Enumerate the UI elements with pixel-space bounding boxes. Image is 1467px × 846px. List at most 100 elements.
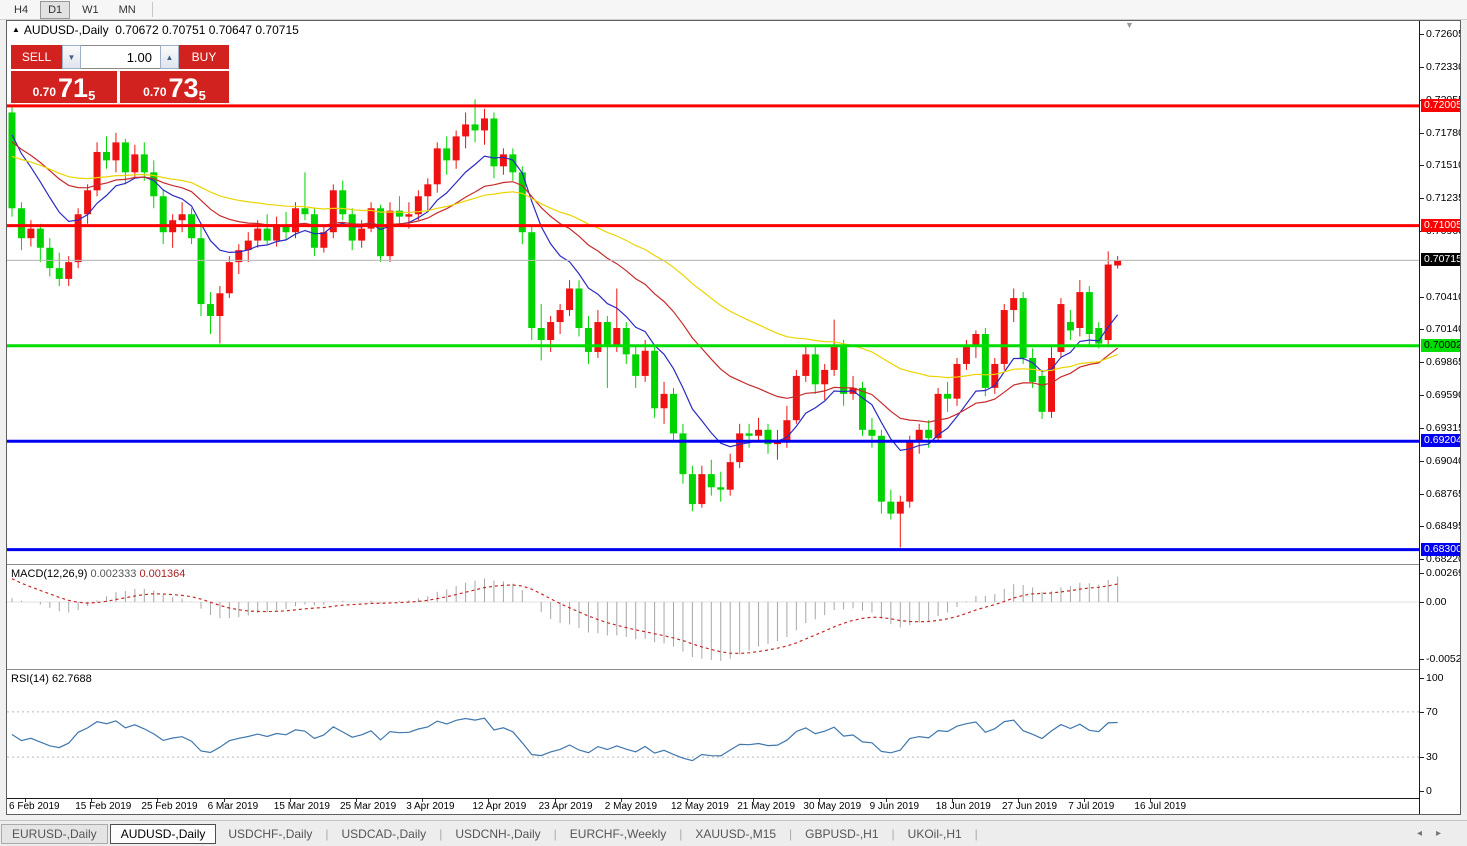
chart-tab-usdcad[interactable]: USDCAD-,Daily	[341, 826, 427, 841]
moving-average-line	[11, 134, 1119, 452]
price-badge: 0.69204	[1421, 434, 1460, 448]
candle-body	[651, 350, 659, 409]
volume-input[interactable]	[81, 45, 160, 69]
chart-tab-usdcnh[interactable]: USDCNH-,Daily	[455, 826, 541, 841]
price-tick: 0.72330	[1426, 60, 1461, 73]
timeframe-toolbar: H4 D1 W1 MN	[0, 0, 1467, 20]
price-chart-canvas[interactable]	[7, 21, 1419, 564]
rsi-tick: 0	[1426, 785, 1432, 797]
macd-canvas[interactable]	[7, 566, 1419, 669]
date-label: 25 Mar 2019	[340, 801, 397, 812]
price-tick: 0.69040	[1426, 454, 1461, 467]
price-badge: 0.68300	[1421, 542, 1460, 556]
panel-collapse-icon[interactable]: ▼	[1125, 20, 1134, 30]
sell-price-display[interactable]: 0.70 71 5	[11, 71, 117, 103]
candle-body	[556, 310, 564, 323]
chart-tab-xauusd[interactable]: XAUUSD-,M15	[695, 826, 777, 841]
price-tick: 0.68220	[1426, 553, 1461, 566]
candle-body	[868, 429, 876, 436]
candle-body	[84, 190, 92, 215]
candle-body	[717, 487, 725, 490]
candle-body	[358, 228, 366, 241]
rsi-tick: 30	[1426, 751, 1438, 764]
tab-scroll-left-icon[interactable]: ◂	[1416, 828, 1422, 839]
price-tick: 0.70410	[1426, 290, 1461, 303]
candle-body	[292, 208, 299, 233]
candle-body	[103, 151, 110, 161]
volume-increase-button[interactable]: ▲	[160, 45, 179, 69]
tab-scroll-right-icon[interactable]: ▸	[1435, 828, 1441, 839]
date-label: 30 May 2019	[803, 801, 862, 812]
time-axis[interactable]: 6 Feb 2019 15 Feb 2019 25 Feb 2019 6 Mar 20…	[7, 798, 1419, 814]
candle-body	[254, 228, 262, 241]
candle-body	[329, 190, 337, 233]
sell-button[interactable]: SELL	[11, 45, 62, 69]
candle-body	[443, 148, 451, 161]
candle-body	[159, 196, 167, 233]
chart-tab-gbpusd[interactable]: GBPUSD-,H1	[805, 826, 879, 841]
candle-body	[925, 429, 933, 439]
chart-tab-audusd[interactable]: AUDUSD-,Daily	[109, 823, 217, 844]
chart-tab-eurchf[interactable]: EURCHF-,Weekly	[569, 826, 667, 841]
chart-ohlc: 0.70672 0.70751 0.70647 0.70715	[115, 23, 299, 37]
volume-decrease-button[interactable]: ▼	[62, 45, 81, 69]
price-tick: 0.72605	[1426, 28, 1461, 40]
price-axis[interactable]: 0.726050.723300.720550.717800.715100.712…	[1419, 21, 1461, 814]
date-label: 15 Mar 2019	[273, 801, 330, 812]
candle-body	[1048, 357, 1055, 412]
buy-button[interactable]: BUY	[179, 45, 229, 69]
candle-body	[471, 124, 479, 131]
candle-body	[518, 172, 526, 233]
date-label: 25 Feb 2019	[141, 801, 198, 812]
candle-body	[490, 118, 498, 167]
candle-body	[688, 474, 696, 505]
candle-body	[859, 387, 866, 430]
pane-splitter-macd[interactable]	[7, 564, 1419, 567]
tab-separator: |	[439, 826, 443, 841]
candle-body	[934, 393, 942, 439]
candle-body	[1010, 298, 1018, 311]
candle-body	[1000, 310, 1008, 364]
price-tick: 0.68765	[1426, 487, 1461, 500]
tab-separator: |	[891, 826, 895, 841]
date-label: 2 May 2019	[604, 801, 658, 812]
chart-tab-ukoil[interactable]: UKOil-,H1	[907, 826, 962, 841]
candle-body	[632, 354, 640, 376]
candle-body	[1029, 357, 1037, 382]
candle-body	[613, 328, 621, 346]
chart-tab-usdchf[interactable]: USDCHF-,Daily	[228, 826, 313, 841]
candle-body	[962, 345, 970, 364]
candle-body	[566, 288, 574, 311]
candle-body	[840, 345, 848, 394]
buy-price-display[interactable]: 0.70 73 5	[120, 71, 229, 103]
candle-body	[93, 151, 101, 191]
pane-splitter-rsi[interactable]	[7, 669, 1419, 672]
chart-tab-eurusd[interactable]: EURUSD-,Daily	[1, 823, 108, 844]
date-label: 3 Apr 2019	[406, 801, 455, 812]
candle-body	[301, 208, 309, 215]
date-label: 7 Jul 2019	[1068, 801, 1115, 812]
timeframe-button-mn[interactable]: MN	[118, 3, 136, 16]
candle-body	[707, 474, 715, 488]
candle-body	[395, 210, 403, 217]
candle-body	[206, 304, 214, 317]
candle-body	[802, 354, 810, 376]
candle-body	[528, 232, 536, 329]
candle-body	[584, 328, 592, 352]
macd-tick: 0.002694	[1426, 566, 1460, 579]
candle-body	[1095, 328, 1103, 344]
price-tick: 0.71780	[1426, 126, 1461, 139]
candle-body	[736, 433, 744, 463]
candle-body	[537, 328, 545, 340]
price-badge: 0.70715	[1421, 253, 1460, 267]
tab-separator: |	[789, 826, 793, 841]
candle-body	[1114, 260, 1122, 266]
rsi-tick: 70	[1426, 705, 1438, 718]
candle-body	[821, 369, 829, 385]
timeframe-button-w1[interactable]: W1	[82, 3, 99, 16]
timeframe-button-d1[interactable]: D1	[40, 0, 71, 19]
candle-body	[811, 354, 819, 385]
timeframe-button-h4[interactable]: H4	[14, 3, 29, 16]
rsi-canvas[interactable]	[7, 671, 1419, 798]
